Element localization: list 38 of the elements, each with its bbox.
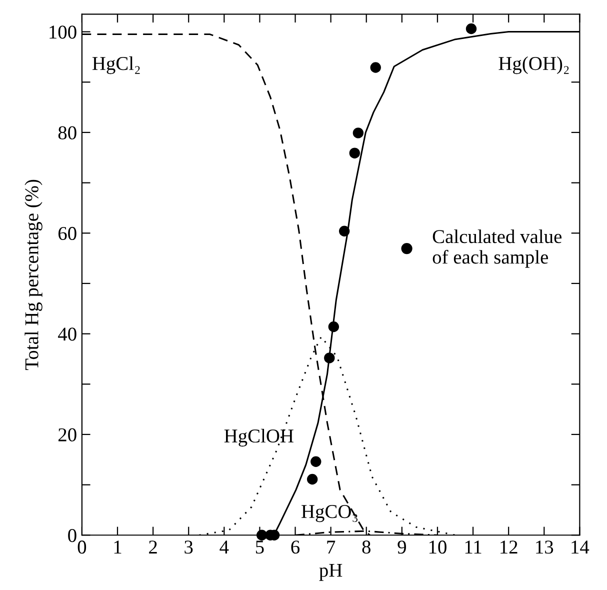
y-tick-label: 60 <box>58 226 76 240</box>
y-axis-title: Total Hg percentage (%) <box>24 180 42 370</box>
x-tick-label: 0 <box>78 540 86 554</box>
x-tick-label: 8 <box>362 540 370 554</box>
series-label: HgCl₂ <box>92 56 140 74</box>
x-tick-label: 14 <box>572 540 590 554</box>
x-tick-label: 13 <box>536 540 554 554</box>
series-label: HgClOH <box>224 428 294 447</box>
x-tick-label: 10 <box>429 540 446 554</box>
point <box>310 456 322 467</box>
point <box>324 352 335 364</box>
x-tick-label: 2 <box>149 540 157 554</box>
point <box>306 474 318 485</box>
legend-label: Calculated value of each sample <box>432 229 562 268</box>
point <box>352 128 364 138</box>
point <box>256 530 268 540</box>
point <box>349 148 360 158</box>
y-tick-label: 40 <box>58 328 76 341</box>
x-tick-label: 3 <box>184 540 193 554</box>
x-tick-label: 7 <box>327 540 336 554</box>
x-tick-label: 11 <box>465 540 482 554</box>
point <box>370 62 381 73</box>
x-tick-label: 5 <box>256 540 264 554</box>
x-tick-label: 6 <box>291 540 300 554</box>
x-axis-title: pH <box>319 564 342 581</box>
x-tick-label: 12 <box>500 540 518 554</box>
y-tick-label: 100 <box>50 26 76 39</box>
series-label: Hg(OH)₂ <box>498 56 569 74</box>
point <box>338 226 350 236</box>
point <box>328 321 340 332</box>
x-tick-label: 9 <box>398 540 406 554</box>
x-tick-label: 1 <box>114 540 122 554</box>
point <box>466 23 477 34</box>
y-tick-label: 80 <box>58 126 76 140</box>
y-tick-label: 0 <box>68 528 76 542</box>
x-tick-label: 4 <box>220 540 229 554</box>
y-tick-label: 20 <box>58 428 76 442</box>
series-label: HgCO₃ <box>302 505 358 522</box>
